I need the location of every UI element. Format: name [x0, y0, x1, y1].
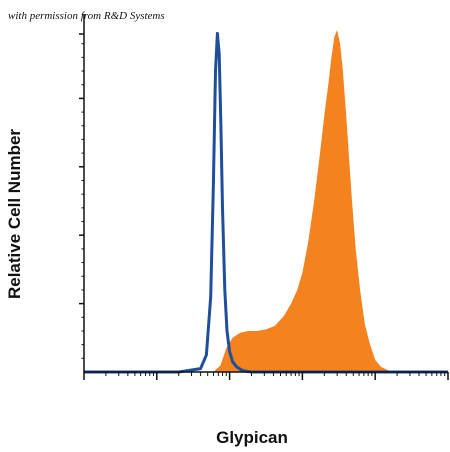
- x-axis-title: Glypican: [216, 428, 288, 447]
- y-axis-title: Relative Cell Number: [5, 129, 24, 299]
- permission-watermark: with permission from R&D Systems: [8, 10, 165, 22]
- plot-area: [79, 14, 449, 380]
- series-1-outline-histogram: [84, 31, 448, 374]
- series-0-filled-histogram: [213, 30, 398, 372]
